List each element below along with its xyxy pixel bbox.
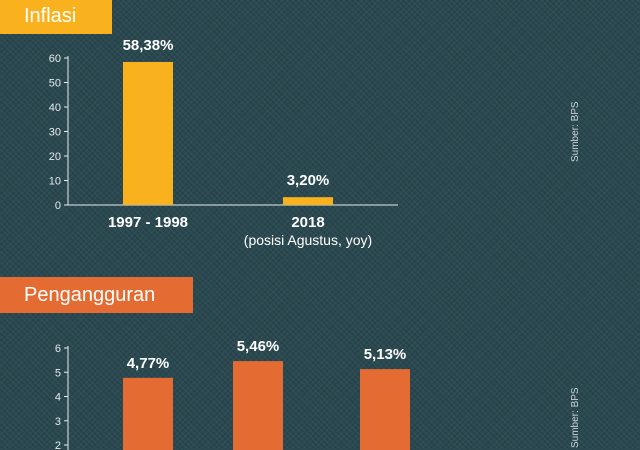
y-tick-label: 2 [55,440,61,450]
y-tick-label: 20 [49,151,61,163]
x-category-label: 1997 - 1998 [108,214,188,231]
y-tick-label: 6 [55,343,61,355]
chart-title-inflasi: Inflasi [0,0,112,34]
data-label: 5,13% [364,346,407,363]
y-tick-label: 5 [55,367,61,379]
x-category-label: 2018 [291,214,324,231]
data-label: 58,38% [123,37,174,54]
data-label: 3,20% [287,172,330,189]
bar-pengangguran [233,361,283,450]
chart-title-pengangguran: Pengangguran [0,277,193,313]
data-label: 5,46% [237,338,280,355]
y-tick-label: 30 [49,127,61,139]
y-tick-label: 40 [49,102,61,114]
bar-pengangguran [123,377,173,450]
data-label: 4,77% [127,355,170,372]
y-tick-label: 4 [55,392,61,404]
x-category-sublabel: (posisi Agustus, yoy) [244,232,372,248]
bar-pengangguran [360,369,410,450]
y-tick-label: 3 [55,416,61,428]
bar-inflasi [283,197,333,205]
y-tick-label: 50 [49,78,61,90]
y-tick-label: 0 [55,200,61,212]
y-tick-label: 10 [49,176,61,188]
y-tick-label: 60 [49,53,61,65]
bar-inflasi [123,61,173,206]
